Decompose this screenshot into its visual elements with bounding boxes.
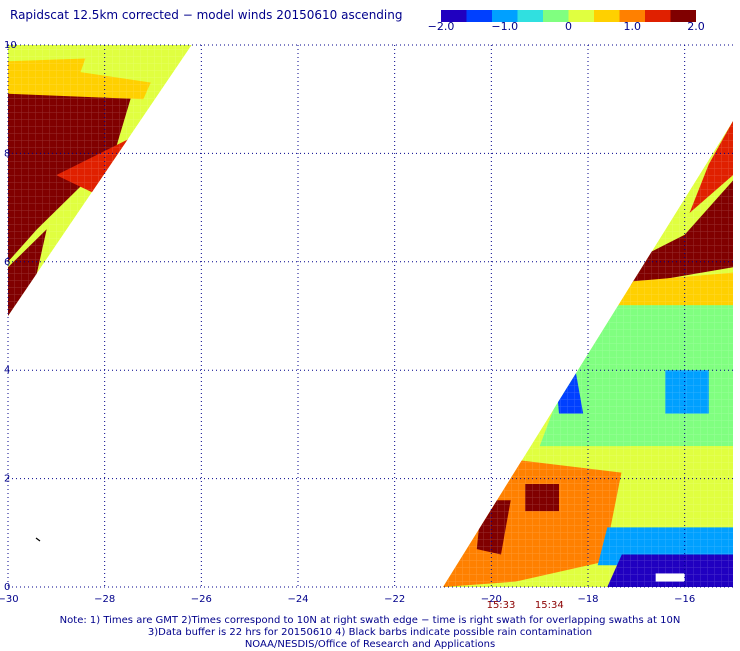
colorbar-segment: [619, 10, 646, 22]
missing-data-patch: [655, 573, 685, 582]
y-tick-label: 6: [4, 257, 10, 268]
y-tick-label: 8: [4, 148, 10, 159]
colorbar-label: −1.0: [491, 20, 519, 33]
x-tick-label: −24: [287, 594, 308, 605]
y-tick-label: 0: [4, 582, 10, 593]
y-tick-label: 4: [4, 365, 10, 376]
colorbar-segment: [517, 10, 544, 22]
colorbar-segment: [670, 10, 696, 22]
footnote-line-1: Note: 1) Times are GMT 2)Times correspon…: [59, 615, 681, 626]
colorbar-label: −2.0: [427, 20, 455, 33]
x-tick-label: −18: [577, 594, 598, 605]
map-title: Rapidscat 12.5km corrected − model winds…: [10, 8, 403, 22]
y-tick-label: 2: [4, 474, 10, 485]
colorbar-label: 1.0: [623, 20, 642, 33]
x-tick-label: −28: [94, 594, 115, 605]
footnotes: Note: 1) Times are GMT 2)Times correspon…: [0, 615, 740, 651]
swath-left: [8, 45, 192, 316]
swath-time-label: 15:33: [487, 600, 516, 611]
rain-barb-mark: [35, 537, 41, 542]
colorbar: [441, 10, 696, 22]
grid: [7, 44, 733, 588]
colorbar-label: 0: [565, 20, 572, 33]
colorbar-segment: [466, 10, 493, 22]
pixel-grid: [8, 45, 192, 316]
colorbar-segment: [645, 10, 671, 22]
colorbar-label: 2.0: [687, 20, 705, 33]
swath-time-label: 15:34: [535, 600, 564, 611]
colorbar-segment: [543, 10, 569, 22]
x-tick-label: −30: [0, 594, 19, 605]
x-tick-label: −16: [674, 594, 695, 605]
colorbar-segment: [594, 10, 620, 22]
colorbar-segment: [568, 10, 595, 22]
colorbar-segment: [492, 10, 518, 22]
x-tick-label: −22: [384, 594, 405, 605]
footnote-line-3: NOAA/NESDIS/Office of Research and Appli…: [244, 639, 496, 650]
x-tick-label: −20: [481, 594, 502, 605]
footnote-line-2: 3)Data buffer is 22 hrs for 20150610 4) …: [147, 627, 593, 638]
x-tick-label: −26: [191, 594, 212, 605]
y-tick-label: 10: [4, 40, 17, 51]
colorbar-segment: [441, 10, 467, 22]
